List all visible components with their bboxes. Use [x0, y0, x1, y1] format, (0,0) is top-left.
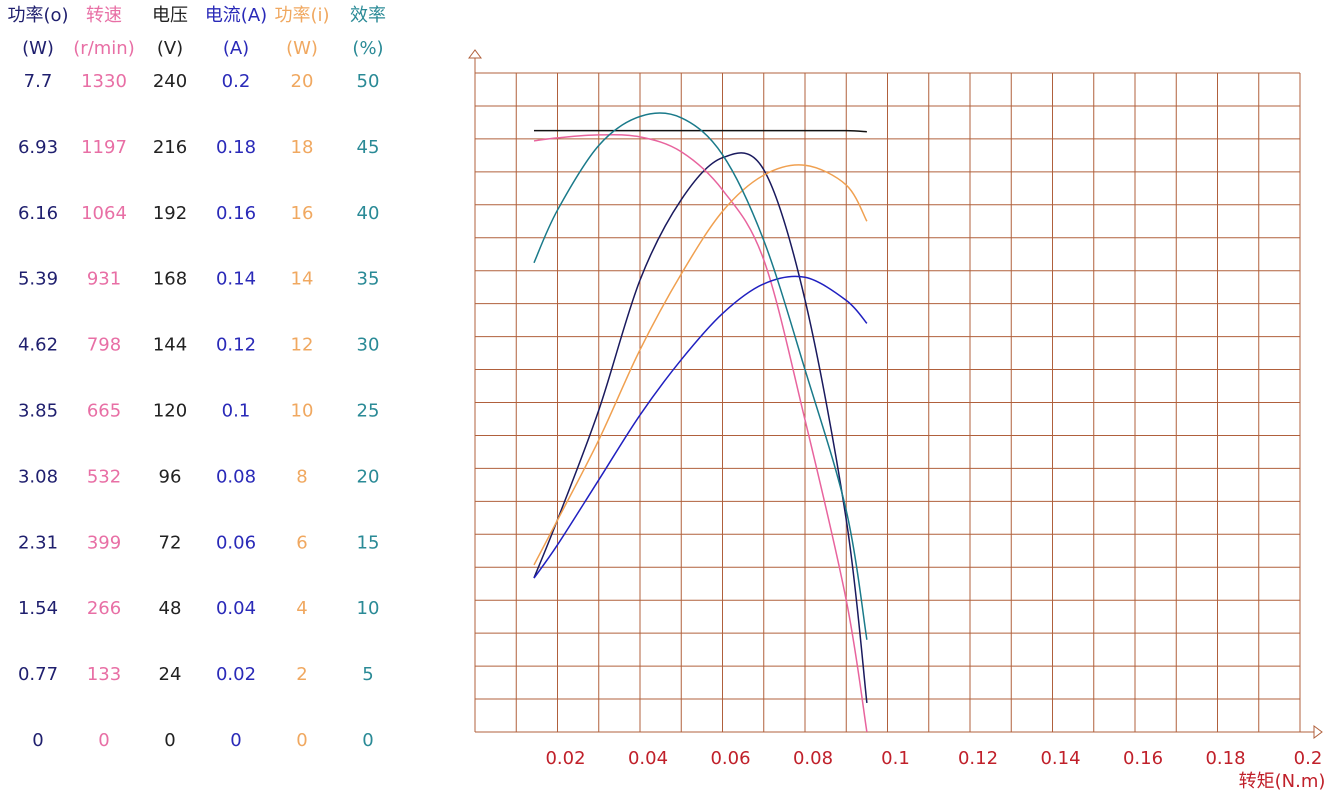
- y-tick-label: 0.06: [216, 532, 256, 553]
- column-unit: (W): [22, 38, 54, 59]
- y-tick-label: 1064: [81, 203, 127, 224]
- y-tick-label: 665: [87, 401, 121, 422]
- y-tick-label: 0.04: [216, 598, 256, 619]
- y-tick-label: 15: [357, 532, 380, 553]
- y-tick-label: 216: [153, 137, 187, 158]
- x-tick-label: 0.12: [958, 748, 998, 769]
- y-tick-label: 3.08: [18, 466, 58, 487]
- x-axis-label: 转矩(N.m): [1239, 771, 1326, 792]
- y-tick-label: 240: [153, 71, 187, 92]
- x-tick-label: 0.02: [545, 748, 585, 769]
- y-tick-label: 16: [291, 203, 314, 224]
- y-tick-label: 10: [291, 401, 314, 422]
- y-tick-label: 8: [296, 466, 307, 487]
- y-tick-label: 6: [296, 532, 307, 553]
- y-tick-label: 1330: [81, 71, 127, 92]
- x-tick-label: 0.06: [710, 748, 750, 769]
- y-tick-label: 14: [291, 269, 314, 290]
- y-tick-label: 1197: [81, 137, 127, 158]
- y-tick-label: 798: [87, 335, 121, 356]
- y-tick-label: 0: [164, 730, 175, 751]
- column-unit: (W): [286, 38, 318, 59]
- y-tick-label: 120: [153, 401, 187, 422]
- column-header: 电压: [152, 5, 188, 26]
- y-tick-label: 0.16: [216, 203, 256, 224]
- y-tick-label: 35: [357, 269, 380, 290]
- y-tick-label: 4.62: [18, 335, 58, 356]
- curve: [533, 112, 868, 640]
- y-tick-label: 144: [153, 335, 187, 356]
- y-tick-label: 30: [357, 335, 380, 356]
- y-tick-label: 5: [362, 664, 373, 685]
- column-unit: (%): [352, 38, 383, 59]
- y-tick-label: 1.54: [18, 598, 58, 619]
- curve: [533, 152, 868, 703]
- x-tick-label: 0.08: [793, 748, 833, 769]
- y-tick-label: 6.93: [18, 137, 58, 158]
- y-tick-label: 6.16: [18, 203, 58, 224]
- column-unit: (V): [157, 38, 183, 59]
- y-tick-label: 0.12: [216, 335, 256, 356]
- y-tick-label: 0.1: [222, 401, 251, 422]
- y-tick-label: 399: [87, 532, 121, 553]
- y-tick-label: 0: [98, 730, 109, 751]
- x-tick-label: 0.14: [1040, 748, 1080, 769]
- y-tick-label: 0: [32, 730, 43, 751]
- y-tick-label: 7.7: [24, 71, 53, 92]
- y-tick-label: 266: [87, 598, 121, 619]
- y-tick-label: 0.2: [222, 71, 251, 92]
- y-tick-label: 96: [159, 466, 182, 487]
- column-unit: (r/min): [73, 38, 134, 59]
- y-tick-label: 48: [159, 598, 182, 619]
- curve: [533, 134, 868, 733]
- column-unit: (A): [223, 38, 249, 59]
- x-tick-label: 0.18: [1205, 748, 1245, 769]
- y-tick-label: 0.77: [18, 664, 58, 685]
- y-tick-label: 18: [291, 137, 314, 158]
- y-tick-label: 24: [159, 664, 182, 685]
- column-header: 功率(o): [7, 5, 68, 26]
- curve: [533, 275, 868, 579]
- y-tick-label: 0.14: [216, 269, 256, 290]
- y-tick-label: 25: [357, 401, 380, 422]
- x-axis-arrow: [1313, 725, 1323, 739]
- y-tick-label: 72: [159, 532, 182, 553]
- column-header: 电流(A): [205, 5, 267, 26]
- x-tick-label: 0.16: [1123, 748, 1163, 769]
- curve: [533, 164, 868, 566]
- y-tick-label: 168: [153, 269, 187, 290]
- y-tick-label: 931: [87, 269, 121, 290]
- y-axis-arrow: [468, 49, 482, 59]
- y-tick-label: 10: [357, 598, 380, 619]
- x-tick-label: 0.04: [628, 748, 668, 769]
- y-tick-label: 0: [362, 730, 373, 751]
- y-tick-label: 0: [230, 730, 241, 751]
- y-tick-label: 20: [357, 466, 380, 487]
- y-tick-label: 20: [291, 71, 314, 92]
- column-header: 功率(i): [274, 5, 329, 26]
- y-tick-label: 5.39: [18, 269, 58, 290]
- y-tick-label: 2.31: [18, 532, 58, 553]
- y-tick-label: 0.02: [216, 664, 256, 685]
- y-tick-label: 0.08: [216, 466, 256, 487]
- column-header: 转速: [86, 5, 122, 26]
- y-tick-label: 40: [357, 203, 380, 224]
- y-tick-label: 4: [296, 598, 307, 619]
- y-tick-label: 133: [87, 664, 121, 685]
- y-tick-label: 0: [296, 730, 307, 751]
- y-tick-label: 0.18: [216, 137, 256, 158]
- y-tick-label: 45: [357, 137, 380, 158]
- y-tick-label: 12: [291, 335, 314, 356]
- column-header: 效率: [350, 5, 386, 26]
- x-tick-label: 0.2: [1294, 748, 1323, 769]
- y-tick-label: 50: [357, 71, 380, 92]
- y-tick-label: 192: [153, 203, 187, 224]
- x-tick-label: 0.1: [881, 748, 910, 769]
- y-tick-label: 2: [296, 664, 307, 685]
- y-tick-label: 532: [87, 466, 121, 487]
- y-tick-label: 3.85: [18, 401, 58, 422]
